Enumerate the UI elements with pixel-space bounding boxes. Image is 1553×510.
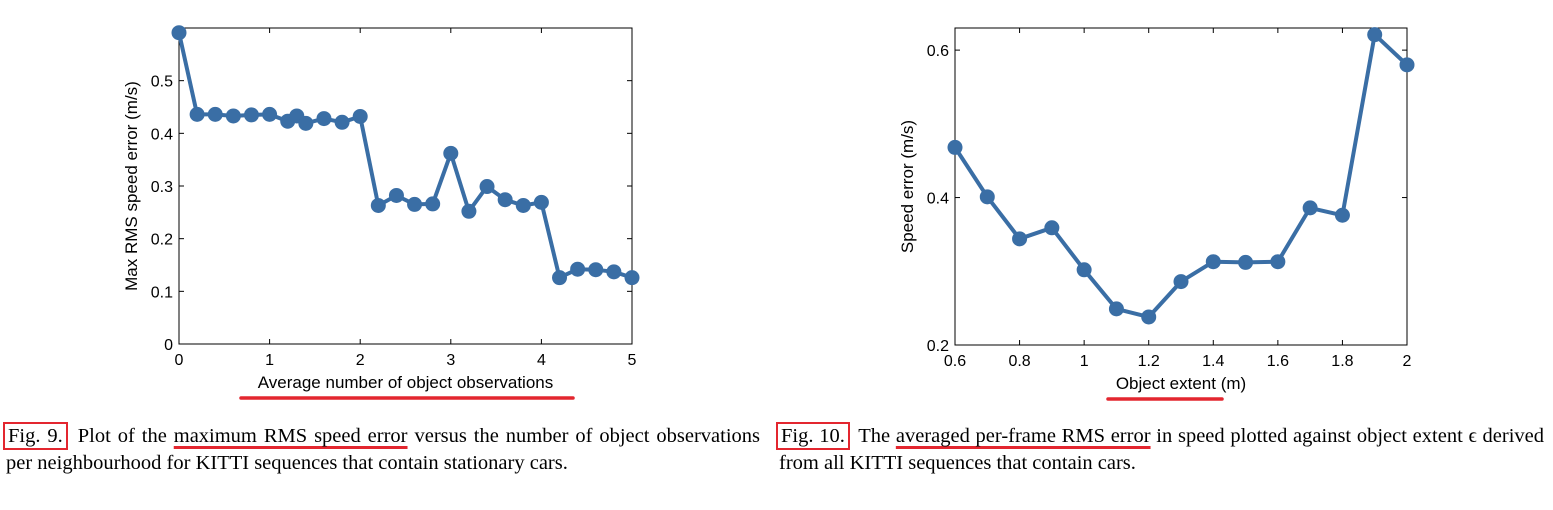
y-tick-label: 0 bbox=[164, 337, 173, 354]
y-tick-label: 0.2 bbox=[151, 232, 173, 249]
data-point bbox=[207, 106, 223, 122]
plot-frame bbox=[954, 27, 1408, 346]
y-axis-label: Speed error (m/s) bbox=[898, 120, 917, 253]
caption-text-after: in speed plotted against object extent ϵ… bbox=[779, 425, 1545, 474]
x-tick-label: 5 bbox=[628, 352, 637, 369]
data-point bbox=[243, 107, 259, 123]
x-tick-label: 1 bbox=[265, 352, 274, 369]
plot-frame bbox=[178, 27, 633, 345]
x-tick-label: 1.4 bbox=[1202, 353, 1224, 370]
data-point bbox=[316, 111, 332, 127]
y-tick-label: 0.3 bbox=[151, 179, 173, 196]
y-tick-label: 0.2 bbox=[927, 338, 949, 355]
x-tick-label: 4 bbox=[537, 352, 546, 369]
y-tick-label: 0.5 bbox=[151, 74, 173, 91]
data-point bbox=[425, 196, 441, 212]
chart-max-rms-speed-error: 0 1 2 3 4 5 0 0.1 0.2 0.3 0.4 0.5 Average number of … bbox=[122, 25, 640, 400]
fig-label: Fig. 9. bbox=[3, 422, 68, 450]
data-point bbox=[352, 108, 368, 124]
data-point bbox=[262, 106, 278, 122]
data-point bbox=[624, 270, 640, 286]
data-point bbox=[1076, 262, 1092, 278]
data-point bbox=[171, 25, 187, 41]
data-point bbox=[370, 197, 386, 213]
figure-10: 0.6 0.8 1 1.2 1.4 1.6 1.8 2 0.2 0.4 0.6 Object exte… bbox=[770, 0, 1553, 510]
data-point bbox=[552, 270, 568, 286]
data-point bbox=[334, 114, 350, 130]
data-point bbox=[1399, 57, 1415, 73]
data-point bbox=[570, 261, 586, 277]
data-point bbox=[1012, 231, 1028, 247]
data-point bbox=[225, 108, 241, 124]
data-point bbox=[388, 187, 404, 203]
data-point bbox=[1238, 254, 1254, 270]
x-tick-label: 2 bbox=[1403, 353, 1412, 370]
data-point bbox=[1141, 309, 1157, 325]
caption-text-before: The bbox=[858, 425, 891, 447]
y-tick-label: 0.1 bbox=[151, 284, 173, 301]
y-tick-label: 0.4 bbox=[151, 126, 173, 143]
x-tick-label: 1.2 bbox=[1138, 353, 1160, 370]
x-tick-label: 1.6 bbox=[1267, 353, 1289, 370]
data-point bbox=[497, 192, 513, 208]
series-line bbox=[177, 32, 633, 280]
caption-text-before: Plot of the bbox=[77, 425, 167, 447]
data-point bbox=[1044, 220, 1060, 236]
y-axis-label: Max RMS speed error (m/s) bbox=[122, 81, 141, 291]
fig-label: Fig. 10. bbox=[776, 422, 850, 450]
y-tick-label: 0.6 bbox=[927, 43, 949, 60]
data-point bbox=[461, 203, 477, 219]
caption-fig-10: Fig. 10. The averaged per-frame RMS erro… bbox=[776, 422, 1545, 477]
data-point bbox=[1334, 207, 1350, 223]
caption-fig-9: Fig. 9. Plot of the maximum RMS speed er… bbox=[3, 422, 761, 477]
x-tick-label: 2 bbox=[356, 352, 365, 369]
chart-speed-error-vs-extent: 0.6 0.8 1 1.2 1.4 1.6 1.8 2 0.2 0.4 0.6 Object exte… bbox=[898, 27, 1415, 401]
x-axis-label: Average number of object observations bbox=[258, 373, 553, 392]
x-axis-label: Object extent (m) bbox=[1116, 374, 1246, 393]
x-tick-label: 1.8 bbox=[1331, 353, 1353, 370]
data-point bbox=[298, 115, 314, 131]
data-point bbox=[479, 179, 495, 195]
x-tick-label: 3 bbox=[446, 352, 455, 369]
data-point bbox=[1108, 301, 1124, 317]
data-point bbox=[947, 139, 963, 155]
y-tick-label: 0.4 bbox=[927, 191, 949, 208]
x-tick-label: 1 bbox=[1080, 353, 1089, 370]
data-point bbox=[588, 262, 604, 278]
x-tick-label: 0.8 bbox=[1008, 353, 1030, 370]
data-point bbox=[1173, 274, 1189, 290]
data-point bbox=[1367, 27, 1383, 43]
data-point bbox=[979, 189, 995, 205]
x-tick-label: 0.6 bbox=[944, 353, 966, 370]
data-point bbox=[533, 194, 549, 210]
data-point bbox=[407, 196, 423, 212]
figure-9: 0 1 2 3 4 5 0 0.1 0.2 0.3 0.4 0.5 Average number of … bbox=[0, 0, 770, 510]
data-point bbox=[515, 197, 531, 213]
data-point bbox=[606, 264, 622, 280]
caption-highlight: maximum RMS speed error bbox=[173, 425, 408, 447]
caption-text-after: versus the number of object observations… bbox=[6, 425, 761, 474]
data-point bbox=[1270, 254, 1286, 270]
caption-highlight: averaged per-frame RMS error bbox=[895, 425, 1151, 447]
data-point bbox=[189, 106, 205, 122]
data-point bbox=[1205, 254, 1221, 270]
x-tick-label: 0 bbox=[175, 352, 184, 369]
data-point bbox=[443, 145, 459, 161]
data-point bbox=[1302, 200, 1318, 216]
